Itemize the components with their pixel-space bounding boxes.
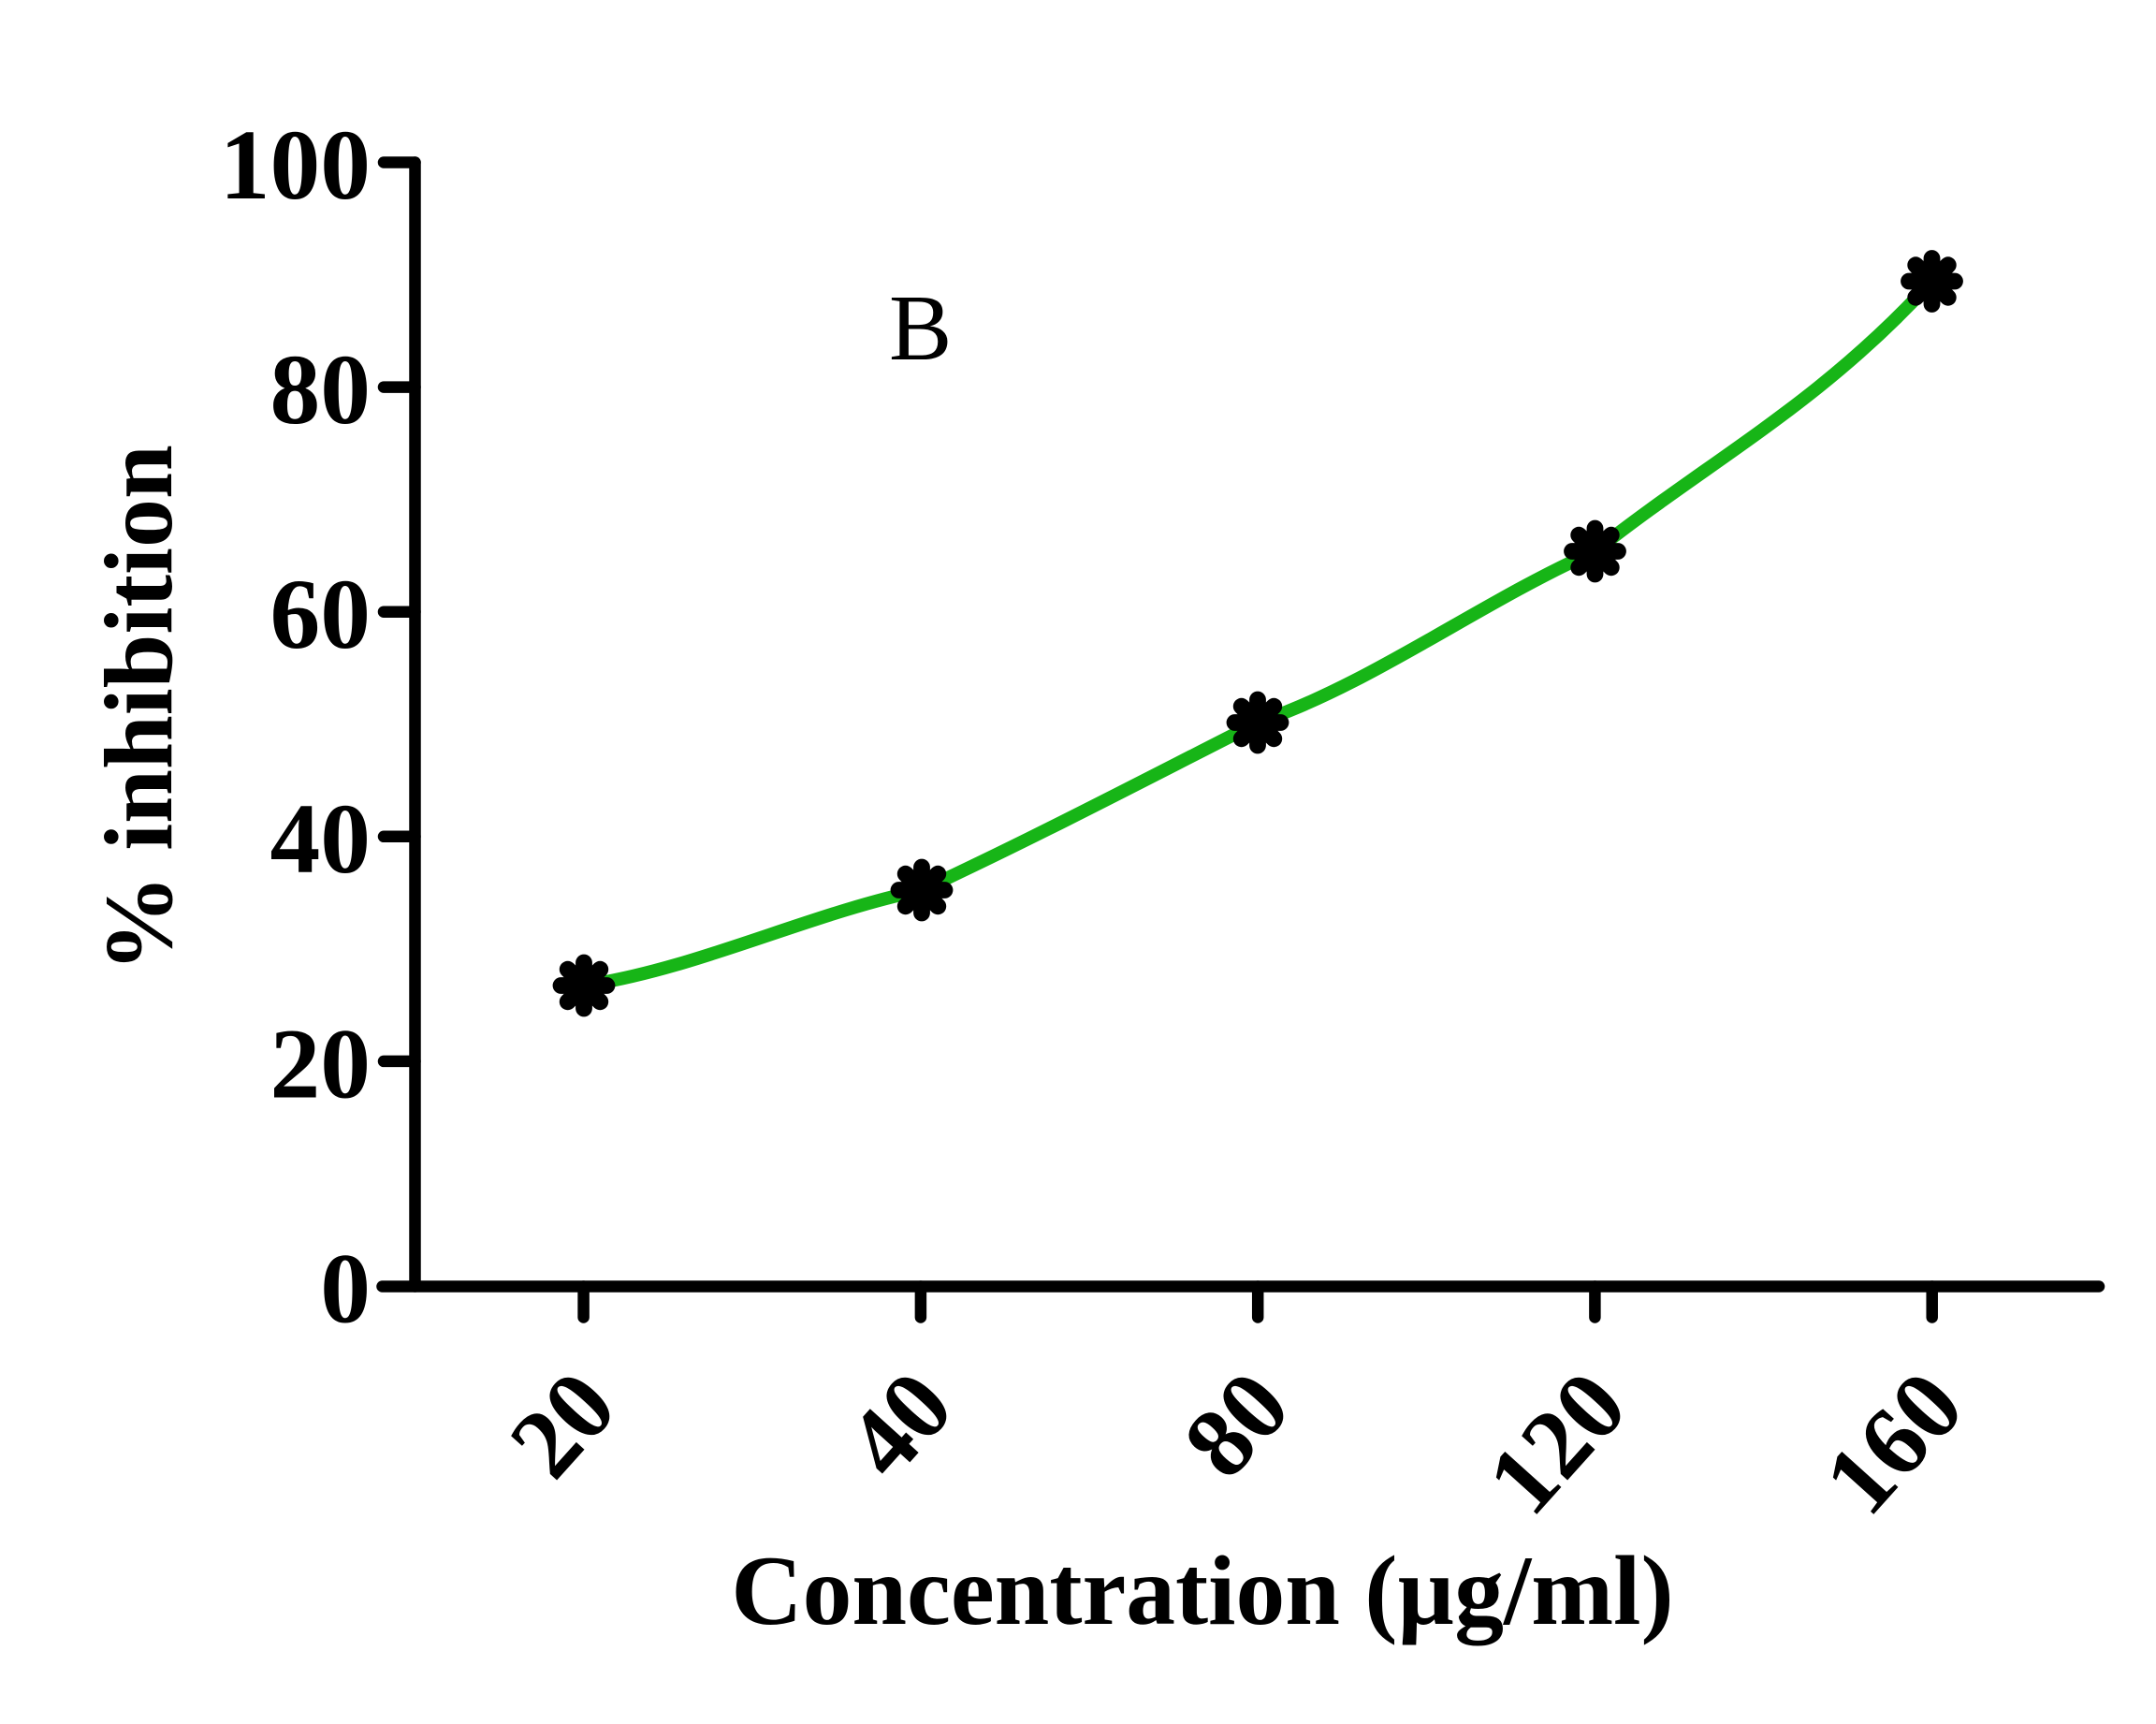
- svg-text:40: 40: [270, 783, 371, 895]
- svg-text:60: 60: [270, 559, 371, 670]
- svg-text:80: 80: [270, 334, 371, 446]
- svg-text:B: B: [889, 275, 952, 380]
- svg-text:100: 100: [220, 110, 371, 221]
- svg-text:Concentration (µg/ml): Concentration (µg/ml): [731, 1536, 1673, 1645]
- svg-text:% inhibition: % inhibition: [85, 445, 193, 972]
- svg-text:0: 0: [320, 1234, 371, 1345]
- svg-text:20: 20: [270, 1009, 371, 1120]
